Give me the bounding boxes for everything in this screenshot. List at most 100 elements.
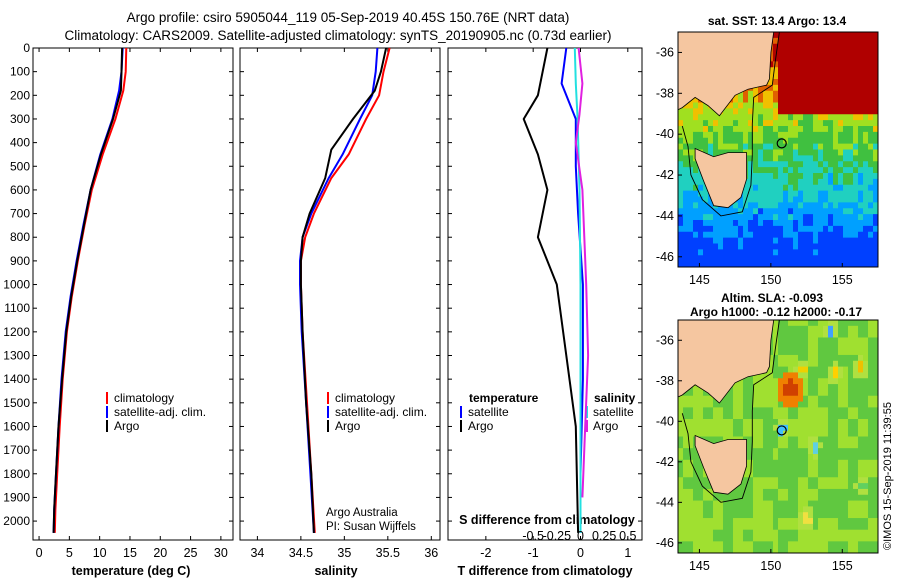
map-cell [793,231,799,239]
map-cell [693,407,699,414]
map-cell [783,483,789,490]
map-cell [768,225,774,233]
map-cell [678,231,684,239]
map-cell [868,43,874,51]
map-cell [828,424,834,432]
map-cell [833,343,839,350]
map-cell [873,202,879,209]
map-cell [818,73,824,80]
map-cell [778,325,784,333]
map-cell [808,337,814,344]
map-cell [693,401,699,408]
map-cell [838,337,844,344]
map-cell [823,155,829,162]
map-cell [763,214,769,221]
map-cell [713,506,719,513]
map-cell [833,354,839,362]
map-cell [683,184,689,192]
map-cell [778,343,784,350]
map-cell [863,547,869,554]
map-cell [808,108,814,115]
map-cell [713,225,719,233]
map-cell [858,320,864,327]
depth-tick-label: 400 [10,136,30,150]
map-cell [753,114,759,121]
map-cell [793,419,799,426]
x-tick-label: 1 [624,546,631,560]
map-cell [803,448,809,455]
map-cell [783,108,789,115]
map-cell [768,173,774,180]
map-cell [703,419,709,426]
map-cell [718,237,724,244]
map-cell [808,84,814,92]
map-cell [828,61,834,68]
map-cell [868,430,874,437]
map-cell [783,149,789,156]
map-cell [783,541,789,548]
map-cell [698,114,704,121]
map-cell [758,202,764,209]
map-cell [853,378,859,385]
map-cell [873,448,879,455]
map-cell [823,108,829,115]
map-cell [698,243,704,250]
map-cell [808,395,814,402]
depth-tick-label: 1800 [3,467,30,481]
map-cell [853,384,859,391]
map-cell [803,208,809,215]
map-cell [843,143,849,150]
map-cell [828,190,834,197]
map-cell [748,220,754,227]
map-cell [788,378,794,385]
map-cell [853,436,859,443]
map-cell [848,173,854,180]
map-cell [838,384,844,391]
map-cell [828,96,834,103]
map-cell [843,155,849,162]
map-cell [848,126,854,133]
map-cell [873,424,879,432]
map-cell [723,243,729,250]
map-cell [733,541,739,548]
map-cell [818,102,824,109]
map-cell [828,255,834,262]
map-cell [803,547,809,554]
map-cell [803,512,809,519]
map-cell [868,32,874,39]
map-cell [693,108,699,115]
map-cell [848,249,854,256]
map-cell [848,184,854,192]
map-cell [783,261,789,268]
map-cell [818,372,824,379]
map-cell [873,436,879,443]
map-cell [813,49,819,56]
map-cell [848,512,854,519]
map-cell [778,184,784,192]
depth-tick-label: 700 [10,207,30,221]
map-cell [803,126,809,133]
map-cell [833,535,839,542]
map-cell [823,190,829,197]
map-cell [798,196,804,203]
map-cell [868,184,874,192]
map-cell [868,471,874,478]
map-cell [758,518,764,525]
map-cell [858,220,864,227]
map-cell [808,167,814,174]
map-cell [698,547,704,554]
map-cell [798,108,804,115]
map-cell [873,261,879,268]
map-cell [773,32,779,39]
map-cell [683,424,689,432]
map-cell [858,79,864,86]
map-cell [678,413,684,420]
map-cell [768,79,774,86]
map-cell [853,255,859,262]
map-cell [793,67,799,74]
map-cell [718,261,724,268]
map-cell [848,102,854,109]
map-cell [848,407,854,414]
map-cell [698,102,704,109]
map-cell [748,184,754,192]
